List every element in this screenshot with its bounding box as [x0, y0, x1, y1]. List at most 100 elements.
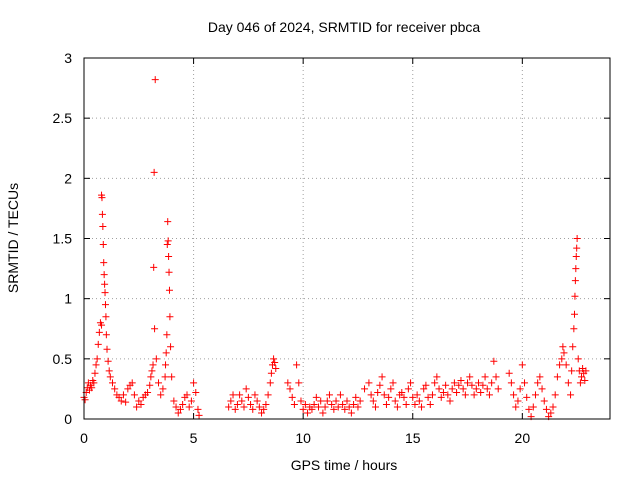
- data-point: [233, 401, 241, 409]
- data-point: [103, 345, 111, 353]
- data-point: [187, 397, 195, 405]
- data-point: [341, 405, 349, 413]
- data-point: [572, 265, 580, 273]
- data-point: [183, 391, 191, 399]
- data-point: [102, 331, 110, 339]
- data-point: [111, 385, 119, 393]
- data-point: [371, 403, 379, 411]
- data-point: [534, 379, 542, 387]
- data-point: [94, 340, 102, 348]
- data-point: [165, 286, 173, 294]
- grid-lines: [84, 58, 610, 419]
- data-point: [483, 385, 491, 393]
- data-point: [558, 355, 566, 363]
- data-point: [435, 385, 443, 393]
- data-point: [378, 373, 386, 381]
- data-point: [149, 361, 157, 369]
- x-tick-label: 15: [405, 430, 421, 446]
- data-point: [236, 391, 244, 399]
- data-point: [151, 325, 159, 333]
- data-point: [174, 409, 182, 417]
- data-point: [345, 403, 353, 411]
- data-point: [231, 405, 239, 413]
- data-point: [271, 358, 279, 366]
- data-point: [284, 379, 292, 387]
- data-point: [179, 401, 187, 409]
- data-point: [101, 289, 109, 297]
- data-point: [475, 379, 482, 387]
- y-tick-label: 3: [64, 50, 72, 66]
- data-point: [567, 391, 575, 399]
- data-point: [422, 381, 430, 389]
- data-point: [119, 391, 127, 399]
- data-point: [244, 393, 252, 401]
- data-point: [516, 385, 524, 393]
- y-tick-label: 0: [64, 411, 72, 427]
- data-point: [165, 253, 173, 261]
- data-point: [192, 389, 200, 397]
- data-point: [242, 385, 250, 393]
- data-point: [91, 369, 99, 377]
- data-point: [328, 401, 336, 409]
- data-point: [418, 403, 426, 411]
- data-point: [479, 381, 487, 389]
- data-point: [194, 405, 202, 413]
- data-point: [374, 389, 382, 397]
- data-point: [163, 331, 171, 339]
- data-point: [92, 361, 100, 369]
- data-point: [137, 401, 145, 409]
- data-point: [168, 373, 176, 381]
- data-point: [95, 328, 103, 336]
- data-point: [144, 389, 152, 397]
- data-point: [238, 397, 246, 405]
- data-point: [321, 403, 329, 411]
- data-point: [573, 235, 581, 242]
- data-point: [426, 401, 434, 409]
- data-point: [507, 379, 515, 387]
- data-point: [433, 373, 441, 381]
- data-point: [165, 268, 173, 276]
- data-point: [559, 343, 567, 351]
- data-point: [176, 405, 184, 413]
- x-tick-label: 10: [295, 430, 311, 446]
- data-point: [152, 355, 160, 363]
- data-point: [101, 301, 109, 309]
- data-point: [560, 349, 568, 357]
- data-point: [343, 397, 351, 405]
- data-point: [90, 379, 98, 387]
- data-point: [402, 401, 410, 409]
- data-point: [389, 379, 397, 387]
- data-point: [578, 373, 586, 381]
- data-point: [336, 391, 344, 399]
- x-tick-label: 20: [515, 430, 531, 446]
- data-point: [150, 168, 158, 176]
- data-point: [446, 397, 454, 405]
- data-point: [369, 397, 377, 405]
- data-point: [573, 244, 581, 252]
- data-point: [260, 405, 268, 413]
- data-point: [99, 222, 107, 230]
- data-point: [352, 393, 360, 401]
- data-point: [569, 343, 577, 351]
- data-point: [135, 397, 143, 405]
- data-point: [151, 76, 159, 84]
- data-point: [490, 357, 498, 365]
- data-point: [98, 321, 106, 329]
- data-point: [409, 393, 417, 401]
- data-point: [525, 405, 533, 413]
- data-point: [380, 391, 388, 399]
- data-point: [272, 364, 280, 372]
- data-point: [157, 391, 165, 399]
- data-point: [538, 385, 546, 393]
- data-point: [334, 403, 342, 411]
- data-point: [148, 367, 156, 375]
- data-point: [225, 403, 233, 411]
- data-point: [101, 280, 109, 288]
- data-point: [453, 389, 461, 397]
- data-point: [162, 361, 170, 369]
- data-point: [262, 401, 270, 409]
- data-point: [576, 379, 584, 387]
- data-point: [122, 398, 130, 406]
- data-point: [387, 385, 395, 393]
- data-point: [415, 397, 423, 405]
